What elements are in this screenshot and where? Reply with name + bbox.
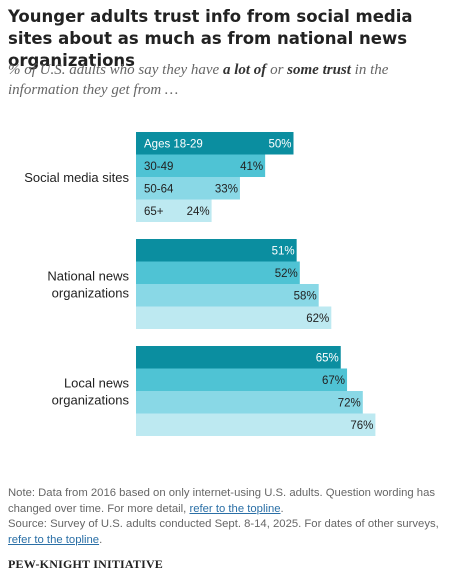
value-label: 67% bbox=[322, 375, 345, 387]
bar bbox=[136, 239, 297, 262]
value-label: 58% bbox=[294, 291, 317, 303]
value-label: 50% bbox=[268, 139, 291, 151]
category-label: organizations bbox=[52, 393, 130, 408]
value-label: 41% bbox=[240, 161, 263, 173]
bar bbox=[136, 132, 294, 155]
category-label: Local news bbox=[64, 376, 130, 391]
series-label: Ages 18-29 bbox=[144, 139, 203, 151]
topline-link[interactable]: refer to the topline bbox=[189, 502, 281, 515]
chart-subtitle: % of U.S. adults who say they have a lot… bbox=[8, 62, 389, 98]
bar bbox=[136, 413, 376, 436]
value-label: 24% bbox=[187, 206, 210, 218]
topline-link[interactable]: refer to the topline bbox=[8, 533, 100, 546]
value-label: 52% bbox=[275, 268, 298, 280]
bar bbox=[136, 346, 341, 369]
brand-label: PEW-KNIGHT INITIATIVE bbox=[8, 557, 164, 571]
bar bbox=[136, 284, 319, 307]
series-label: 30-49 bbox=[144, 161, 173, 173]
series-label: 65+ bbox=[144, 206, 164, 218]
bar bbox=[136, 306, 332, 329]
value-label: 65% bbox=[316, 353, 339, 365]
category-label: Social media sites bbox=[24, 170, 129, 185]
category-label: National news bbox=[47, 269, 129, 284]
category-label: organizations bbox=[52, 286, 130, 301]
bar bbox=[136, 199, 212, 222]
value-label: 51% bbox=[272, 246, 295, 258]
chart-title: Younger adults trust info from social me… bbox=[8, 7, 413, 70]
bar bbox=[136, 154, 266, 177]
value-label: 76% bbox=[350, 420, 373, 432]
bar bbox=[136, 177, 240, 200]
value-label: 33% bbox=[215, 184, 238, 196]
series-label: 50-64 bbox=[144, 184, 174, 196]
bar bbox=[136, 391, 363, 414]
bar bbox=[136, 368, 348, 391]
bar-chart: Social media sites 50% Ages 18-29 41% 30-49 3… bbox=[24, 132, 376, 436]
chart-note: Note: Data from 2016 based on only inter… bbox=[8, 487, 439, 546]
value-label: 62% bbox=[306, 313, 329, 325]
value-label: 72% bbox=[338, 398, 361, 410]
bar bbox=[136, 261, 300, 284]
